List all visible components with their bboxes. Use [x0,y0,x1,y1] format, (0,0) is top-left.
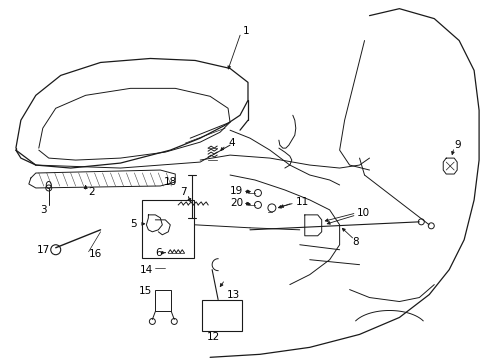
Text: 14: 14 [140,265,153,275]
Text: 13: 13 [226,289,240,300]
Text: 19: 19 [229,186,243,196]
Text: 3: 3 [40,205,46,215]
Text: 18: 18 [163,177,177,187]
Text: 2: 2 [88,187,95,197]
Text: 12: 12 [206,332,219,342]
Text: 20: 20 [229,198,243,208]
Text: 16: 16 [88,249,102,259]
Text: 10: 10 [356,208,369,218]
Bar [155,289,171,311]
Text: 5: 5 [130,219,137,229]
Text: 11: 11 [295,197,308,207]
Bar [202,300,242,332]
Text: 7: 7 [180,187,187,197]
Text: 9: 9 [453,140,460,150]
Bar [142,200,194,258]
Text: 4: 4 [227,138,234,148]
Text: 15: 15 [138,285,151,296]
Text: 1: 1 [243,26,249,36]
Text: 17: 17 [37,245,50,255]
Text: 6: 6 [155,248,162,258]
Text: 8: 8 [352,237,359,247]
